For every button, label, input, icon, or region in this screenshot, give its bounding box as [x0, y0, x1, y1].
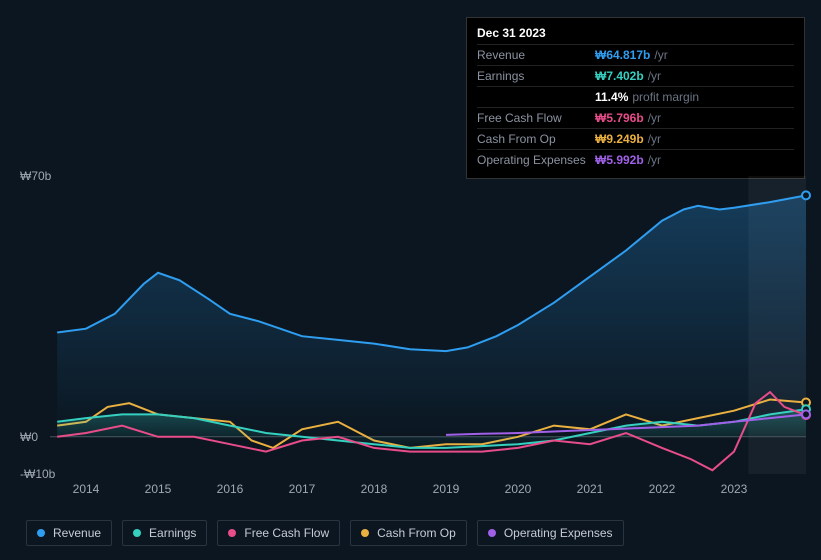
infobox-date: Dec 31 2023	[477, 24, 794, 44]
legend-item-label: Revenue	[53, 526, 101, 540]
x-axis-label: 2018	[361, 482, 388, 496]
infobox-row: Cash From Op₩9.249b/yr	[477, 128, 794, 149]
y-axis-label: ₩0	[20, 430, 38, 444]
earnings-dot-icon	[133, 529, 141, 537]
x-axis-label: 2022	[649, 482, 676, 496]
financials-chart: ₩70b₩0-₩10b 2014201520162017201820192020…	[0, 160, 821, 500]
infobox-row-value: ₩9.249b	[595, 132, 644, 146]
fcf-dot-icon	[228, 529, 236, 537]
infobox-row-unit: /yr	[648, 132, 661, 146]
chart-plot-area[interactable]	[50, 176, 806, 474]
opex-marker	[802, 410, 810, 418]
x-axis-labels: 2014 2015 2016 2017 2018 2019 2020 2021 2022 2023	[0, 482, 821, 500]
legend-item-label: Operating Expenses	[504, 526, 613, 540]
x-axis-label: 2017	[289, 482, 316, 496]
infobox-row-unit: /yr	[654, 48, 667, 62]
summary-infobox: Dec 31 2023 Revenue₩64.817b/yrEarnings₩7…	[466, 17, 805, 179]
cfo-dot-icon	[361, 529, 369, 537]
infobox-row-value: ₩7.402b	[595, 69, 644, 83]
infobox-row: Revenue₩64.817b/yr	[477, 44, 794, 65]
legend-item-revenue[interactable]: Revenue	[26, 520, 112, 546]
legend-item-opex[interactable]: Operating Expenses	[477, 520, 624, 546]
x-axis-label: 2019	[433, 482, 460, 496]
infobox-row-value: ₩5.796b	[595, 111, 644, 125]
legend-item-fcf[interactable]: Free Cash Flow	[217, 520, 340, 546]
x-axis-label: 2015	[145, 482, 172, 496]
revenue-area	[57, 195, 806, 436]
infobox-row-unit: profit margin	[632, 90, 699, 104]
x-axis-label: 2020	[505, 482, 532, 496]
legend-item-label: Free Cash Flow	[244, 526, 329, 540]
infobox-row-value: ₩64.817b	[595, 48, 650, 62]
infobox-row-value: 11.4%	[595, 90, 628, 104]
infobox-row-unit: /yr	[648, 69, 661, 83]
revenue-marker	[802, 191, 810, 199]
x-axis-label: 2014	[73, 482, 100, 496]
infobox-row-label: Earnings	[477, 69, 595, 83]
infobox-row-label: Revenue	[477, 48, 595, 62]
infobox-row: Earnings₩7.402b/yr	[477, 65, 794, 86]
infobox-row: Free Cash Flow₩5.796b/yr	[477, 107, 794, 128]
legend-item-label: Earnings	[149, 526, 196, 540]
legend-item-label: Cash From Op	[377, 526, 456, 540]
revenue-dot-icon	[37, 529, 45, 537]
opex-dot-icon	[488, 529, 496, 537]
infobox-row: 11.4% profit margin	[477, 86, 794, 107]
infobox-row-label: Free Cash Flow	[477, 111, 595, 125]
x-axis-label: 2021	[577, 482, 604, 496]
legend-item-earnings[interactable]: Earnings	[122, 520, 207, 546]
y-axis-label: ₩70b	[20, 169, 51, 183]
x-axis-label: 2023	[721, 482, 748, 496]
chart-legend: Revenue Earnings Free Cash Flow Cash From O…	[26, 520, 624, 546]
x-axis-label: 2016	[217, 482, 244, 496]
infobox-row-unit: /yr	[648, 111, 661, 125]
legend-item-cfo[interactable]: Cash From Op	[350, 520, 467, 546]
infobox-row-label: Cash From Op	[477, 132, 595, 146]
